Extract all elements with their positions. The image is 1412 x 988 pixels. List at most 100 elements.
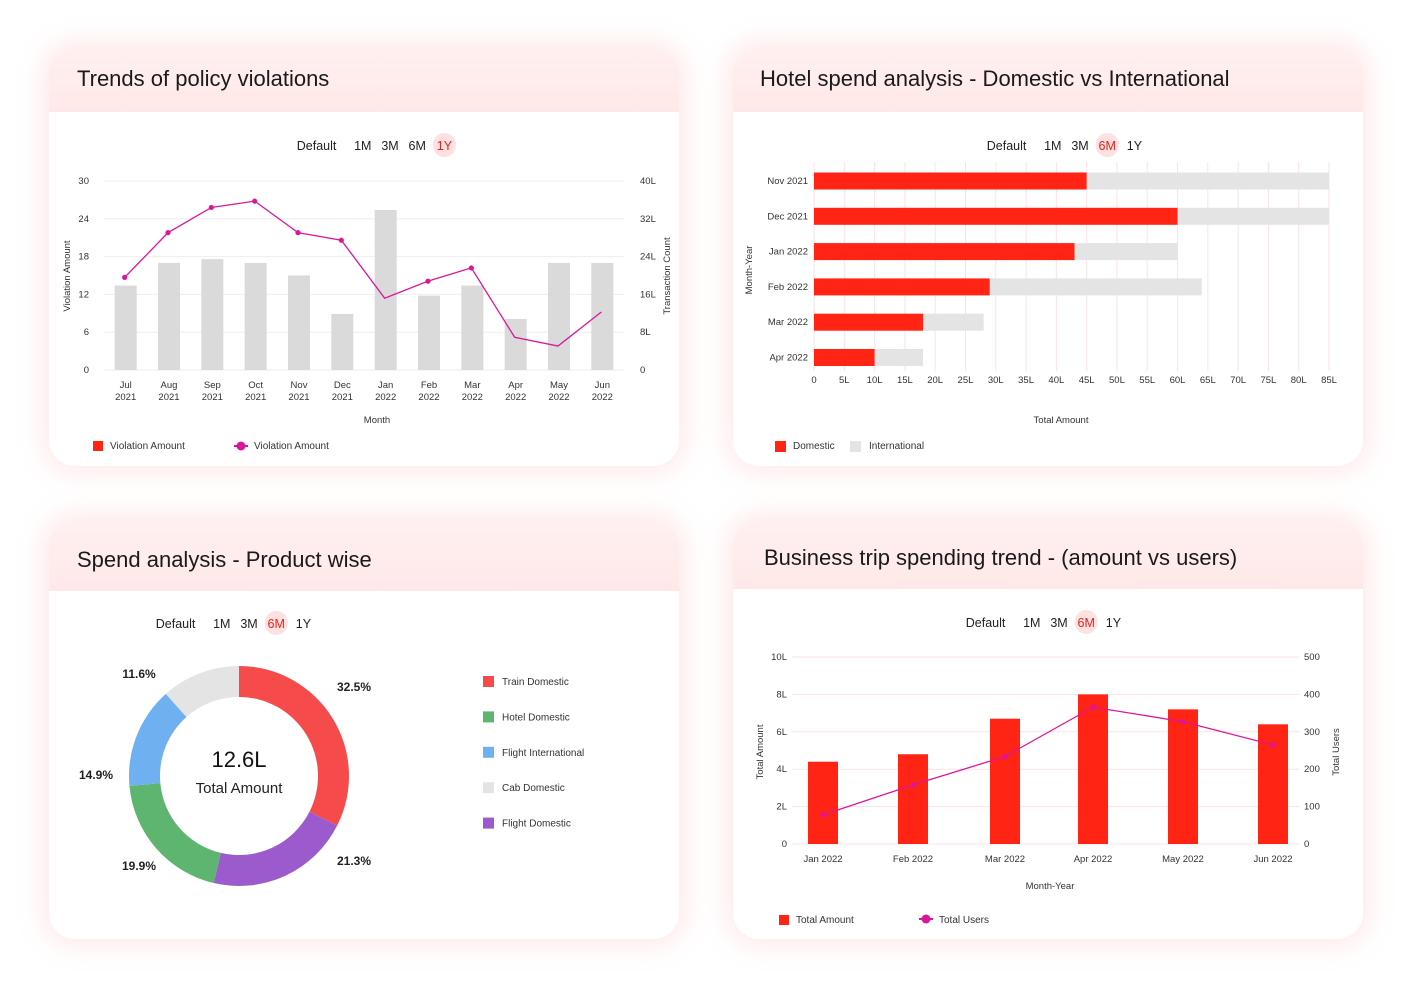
international-bar [923,313,984,331]
violation-amount-point [338,237,344,243]
card-header: Trends of policy violations [49,48,679,112]
y2-tick-label: 500 [1304,652,1320,663]
y-tick-label: 8L [776,689,787,700]
y-tick-label: 0 [84,365,89,376]
x-tick-label: 70L [1230,375,1246,386]
x-tick-label: 2022 [418,392,439,403]
y-axis-title: Violation Amount [62,240,73,311]
legend-label: Total Amount [796,915,854,926]
filter-3m-button[interactable]: 3M [1071,139,1088,153]
total-amount-bar [990,718,1020,844]
x-tick-label: 75L [1260,375,1276,386]
filter-1y-button[interactable]: 1Y [1106,616,1122,630]
violation-amount-point [425,278,431,284]
legend-swatch [850,441,861,452]
international-bar [874,349,924,366]
filter-1m-button[interactable]: 1M [354,139,371,153]
y-tick-label: Mar 2022 [768,317,808,328]
x-tick-label: Sep [204,380,221,391]
slice-percent-label: 14.9% [79,768,113,782]
filter-6m-button[interactable]: 6M [268,617,285,631]
x-tick-label: 55L [1139,375,1155,386]
filter-default-button[interactable]: Default [156,617,196,631]
filter-1m-button[interactable]: 1M [1023,616,1040,630]
legend-label: Flight International [502,748,584,759]
card-header: Business trip spending trend - (amount v… [733,521,1363,589]
filter-6m-button[interactable]: 6M [1078,616,1095,630]
x-tick-label: Jul [120,380,132,391]
domestic-bar [814,207,1178,225]
x-tick-label: 2021 [245,392,266,403]
x-tick-label: 2022 [505,392,526,403]
filter-1y-button[interactable]: 1Y [1127,139,1143,153]
filter-3m-button[interactable]: 3M [381,139,398,153]
legend-swatch [483,676,494,687]
legend-label: Train Domestic [502,677,569,688]
filter-1y-button[interactable]: 1Y [437,139,453,153]
x-tick-label: 2022 [462,392,483,403]
y2-axis-title: Total Users [1331,728,1342,776]
y2-tick-label: 16L [640,289,656,300]
x-axis-title: Total Amount [1034,415,1089,426]
card-title: Spend analysis - Product wise [77,547,372,572]
total-users-point [1002,753,1008,760]
filter-6m-button[interactable]: 6M [409,139,426,153]
legend-swatch [483,817,494,829]
card-header: Hotel spend analysis - Domestic vs Inter… [733,48,1363,112]
x-tick-label: 2022 [548,392,569,403]
product-spend-card: Spend analysis - Product wise Default 1M 3… [49,521,679,939]
y-tick-label: Jan 2022 [769,247,808,258]
domestic-bar [814,278,990,296]
legend-swatch [775,441,786,452]
legend-label: Flight Domestic [502,819,571,830]
total-users-point [1270,742,1276,748]
filter-active-pill [1074,610,1098,634]
total-users-point [1090,704,1096,710]
total-users-line [822,706,1274,816]
filter-1y-button[interactable]: 1Y [296,617,312,631]
x-tick-label: 25L [958,375,974,386]
filter-3m-button[interactable]: 3M [1050,616,1067,630]
violation-amount-bar [461,285,484,370]
filter-default-button[interactable]: Default [297,139,337,153]
card-title: Trends of policy violations [77,66,330,91]
x-tick-label: May 2022 [1162,854,1204,865]
hotel-spend-card: Hotel spend analysis - Domestic vs Inter… [733,48,1363,466]
domestic-bar [814,349,875,366]
y-tick-label: 10L [771,652,787,663]
product-spend-chart: Default 1M 3M 6M 1Y 32.5% 21.3% 19.9% 14.9% 11.6%… [79,611,584,886]
violation-amount-bar [244,262,267,370]
x-tick-label: 60L [1170,375,1186,386]
filter-3m-button[interactable]: 3M [240,617,257,631]
y2-tick-label: 8L [640,327,651,338]
legend-label: International [869,441,924,452]
x-tick-label: 2021 [115,392,136,403]
business-trip-chart: Default 1M 3M 6M 1Y 0 2L 4L 6L 8L 10L 0 100 200 300 400… [755,610,1342,926]
violation-amount-bar [288,275,310,370]
filter-default-button[interactable]: Default [987,139,1027,153]
domestic-bar [814,243,1075,261]
filter-1m-button[interactable]: 1M [213,617,230,631]
violation-amount-point [295,230,301,236]
x-tick-label: 2021 [332,392,353,403]
x-tick-label: 2022 [592,392,613,403]
x-tick-label: 35L [1018,375,1034,386]
x-tick-label: Feb 2022 [893,854,933,865]
x-tick-label: 50L [1109,375,1125,386]
donut-slice-hotel-domestic [129,783,221,884]
y2-axis-title: Transaction Count [662,237,673,315]
x-tick-label: 40L [1048,375,1064,386]
x-tick-label: 20L [927,375,943,386]
x-tick-label: Apr [508,380,523,391]
x-tick-label: Nov [291,380,308,391]
filter-1m-button[interactable]: 1M [1044,139,1061,153]
filter-6m-button[interactable]: 6M [1099,139,1116,153]
x-tick-label: 2021 [158,392,179,403]
y-tick-label: 18 [78,252,89,263]
filter-default-button[interactable]: Default [966,616,1006,630]
y-axis-title: Month-Year [744,246,755,295]
legend-marker [921,914,931,924]
legend-label: Violation Amount [110,441,185,452]
y-tick-label: 12 [78,289,89,300]
violation-amount-bar [504,318,527,370]
